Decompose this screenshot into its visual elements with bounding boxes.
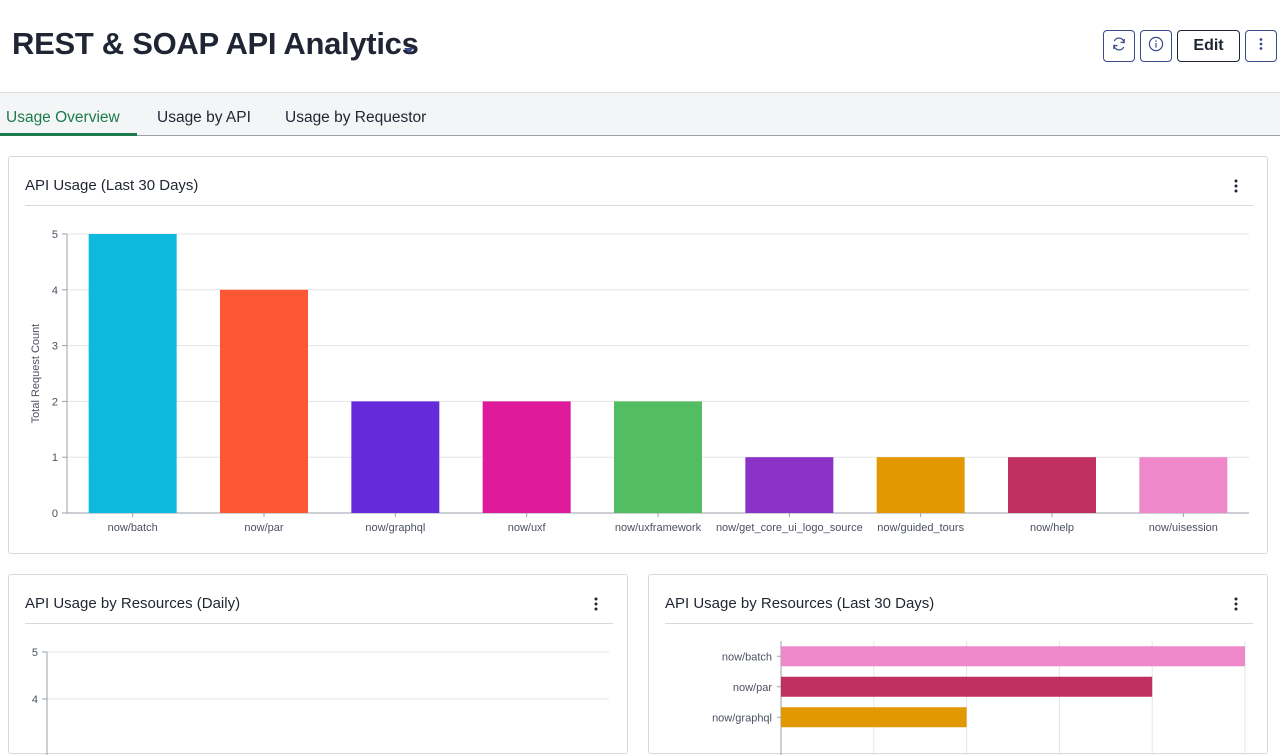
more-vertical-icon [1234, 179, 1238, 193]
x-tick-label: now/guided_tours [877, 522, 964, 534]
y-tick-label: 5 [32, 647, 38, 659]
bar [351, 401, 440, 513]
active-tab-indicator [0, 133, 137, 136]
caret-down-icon[interactable] [402, 42, 416, 53]
page-title: REST & SOAP API Analytics [12, 26, 419, 61]
tab-bar: Usage Overview Usage by API Usage by Req… [0, 92, 1280, 136]
api-usage-30-days-card: API Usage (Last 30 Days) 0 1 2 3 4 5 Total Req… [8, 156, 1268, 554]
card-title: API Usage by Resources (Last 30 Days) [665, 595, 935, 612]
dashboard-header: REST & SOAP API Analytics Edit [0, 0, 1280, 92]
x-tick-label: now/uisession [1149, 522, 1218, 534]
y-axis-label: Total Request Count [30, 324, 42, 424]
y-tick-label: 0 [52, 508, 58, 520]
bar [1139, 457, 1228, 513]
refresh-button[interactable] [1103, 30, 1135, 62]
bar [88, 234, 177, 513]
bar [781, 676, 1153, 697]
more-vertical-icon [1234, 597, 1238, 611]
api-usage-resources-card: API Usage by Resources (Last 30 Days) no… [648, 574, 1268, 755]
info-button[interactable] [1140, 30, 1172, 62]
more-vertical-icon [1259, 37, 1263, 56]
y-tick-label: 1 [52, 452, 58, 464]
api-usage-daily-line-chart: 54 [32, 647, 609, 755]
x-tick-label: now/help [1030, 522, 1074, 534]
y-tick-label: now/batch [722, 651, 772, 663]
card-title: API Usage (Last 30 Days) [25, 177, 199, 194]
bar [614, 401, 702, 513]
x-tick-label: now/uxframework [615, 522, 702, 534]
tab-usage-by-requestor[interactable]: Usage by Requestor [285, 109, 427, 126]
bar [876, 457, 965, 513]
card-menu-button[interactable] [1229, 177, 1243, 195]
tab-usage-overview[interactable]: Usage Overview [6, 109, 120, 126]
y-tick-label: now/graphql [712, 712, 772, 724]
tab-usage-by-api[interactable]: Usage by API [157, 109, 251, 126]
bar [781, 646, 1245, 667]
y-tick-label: 5 [52, 229, 58, 241]
bar [482, 401, 571, 513]
y-tick-label: 3 [52, 341, 58, 353]
card-menu-button[interactable] [1229, 595, 1243, 613]
more-vertical-icon [594, 597, 598, 611]
api-usage-resources-hbar-chart: now/batch now/par now/graphql [712, 641, 1246, 755]
bar [745, 457, 834, 513]
y-tick-label: 4 [52, 285, 58, 297]
api-usage-bar-chart: 0 1 2 3 4 5 Total Request Count now/batch now/pa… [30, 229, 1249, 534]
x-tick-label: now/graphql [365, 522, 425, 534]
more-options-button[interactable] [1245, 30, 1277, 62]
y-tick-label: 2 [52, 396, 58, 408]
card-title: API Usage by Resources (Daily) [25, 595, 241, 612]
y-tick-label: 4 [32, 694, 38, 706]
bar [220, 289, 308, 513]
x-tick-label: now/get_core_ui_logo_source [716, 522, 863, 534]
x-tick-label: now/par [244, 522, 283, 534]
info-icon [1148, 36, 1164, 57]
y-tick-label: now/par [733, 682, 772, 694]
edit-button[interactable]: Edit [1177, 30, 1240, 62]
refresh-icon [1111, 36, 1127, 57]
x-tick-label: now/batch [108, 522, 158, 534]
bar [1008, 457, 1096, 513]
x-tick-label: now/uxf [508, 522, 547, 534]
card-menu-button[interactable] [589, 595, 603, 613]
bar [781, 707, 967, 728]
